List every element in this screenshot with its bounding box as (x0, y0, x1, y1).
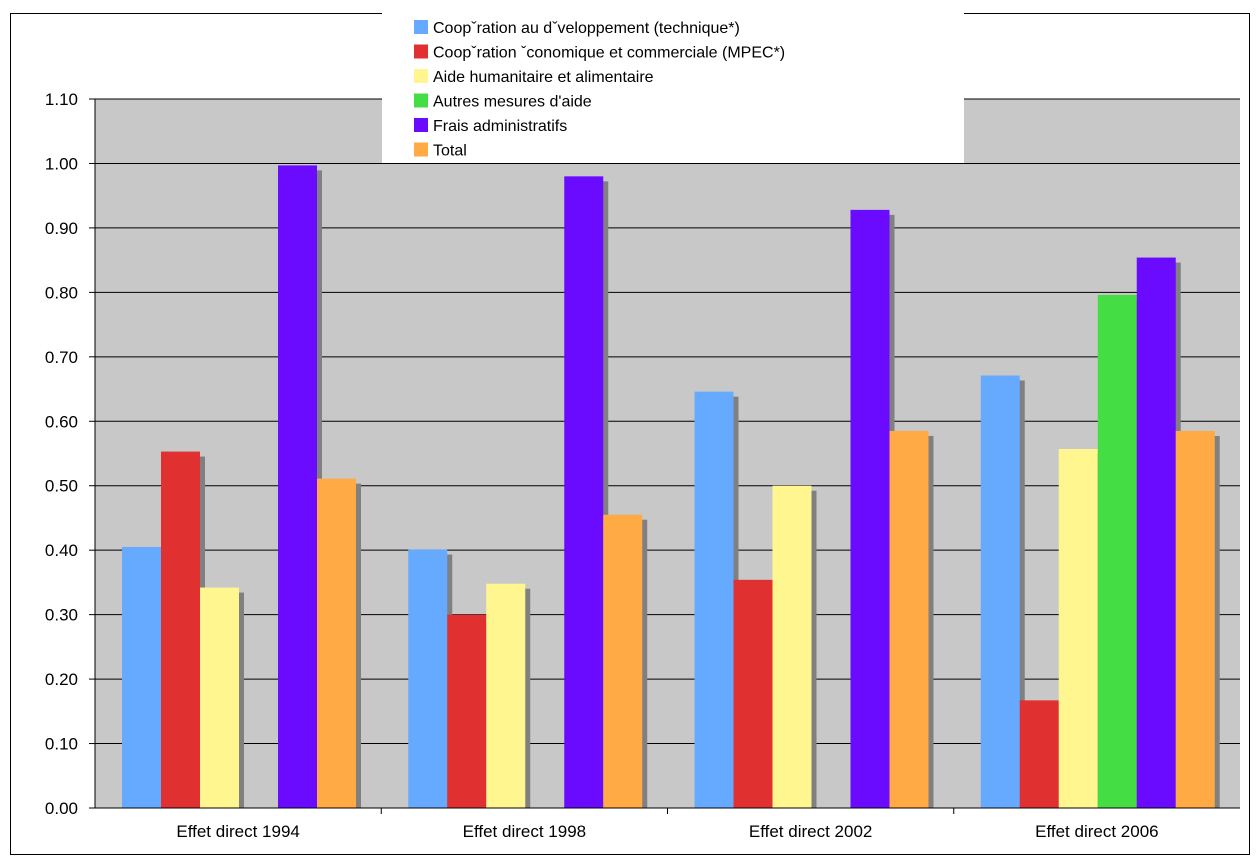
x-tick-labels: Effet direct 1994 Effet direct 1998 Effet … (176, 822, 1158, 841)
bar (486, 583, 526, 808)
y-tick-label: 1.00 (45, 154, 78, 173)
bar (564, 176, 604, 808)
bar (200, 587, 239, 808)
bars (122, 165, 1220, 809)
legend-swatch (414, 142, 428, 157)
x-tick-label: Effet direct 1998 (463, 822, 587, 841)
bar (161, 451, 200, 808)
legend-label: Autres mesures d'aide (433, 94, 592, 111)
y-tick-label: 0.70 (45, 348, 78, 367)
bar (694, 391, 734, 808)
bar (408, 549, 448, 808)
bar (733, 579, 773, 808)
legend-swatch (414, 118, 428, 132)
legend-label: Total (433, 143, 467, 160)
bar (850, 209, 890, 808)
y-tick-label: 0.60 (45, 412, 78, 431)
x-tick-label: Effet direct 2002 (749, 822, 873, 841)
legend-label: Coopˇration ˇconomique et commerciale (M… (433, 45, 785, 62)
y-tick-label: 0.90 (45, 219, 78, 238)
legend-swatch (414, 69, 428, 83)
x-tick-label: Effet direct 1994 (176, 822, 300, 841)
y-tick-label: 0.80 (45, 283, 78, 302)
y-tick-label: 0.30 (45, 606, 78, 625)
legend-swatch (414, 44, 428, 59)
legend-swatch (414, 93, 428, 108)
y-tick-labels: 0.00 0.10 0.20 0.30 0.40 0.50 0.60 0.70 0.80 0.90… (45, 90, 78, 818)
y-tick-label: 1.10 (45, 90, 78, 109)
legend-box (382, 13, 964, 163)
legend-label: Coopˇration au dˇveloppement (technique*… (433, 20, 740, 37)
bar (1136, 257, 1176, 808)
y-tick-label: 0.10 (45, 735, 78, 754)
bar (772, 485, 812, 808)
bar (603, 514, 643, 808)
bar (889, 430, 929, 808)
x-tick-label: Effet direct 2006 (1035, 822, 1159, 841)
y-tick-label: 0.20 (45, 670, 78, 689)
axes (89, 98, 1240, 814)
legend-swatch (414, 20, 428, 34)
bar (1019, 700, 1059, 808)
bar (980, 375, 1020, 808)
bar (1058, 448, 1098, 808)
bar (278, 165, 317, 808)
y-tick-label: 0.50 (45, 477, 78, 496)
legend-label: Aide humanitaire et alimentaire (433, 69, 654, 86)
bar (1097, 294, 1137, 809)
bar (122, 546, 161, 808)
bar (1175, 430, 1215, 808)
y-tick-label: 0.00 (45, 799, 78, 818)
y-tick-label: 0.40 (45, 541, 78, 560)
legend-label: Frais administratifs (433, 118, 567, 135)
legend: Coopˇration au dˇveloppement (technique*… (382, 13, 964, 163)
bar (447, 614, 487, 808)
bar (317, 478, 356, 808)
